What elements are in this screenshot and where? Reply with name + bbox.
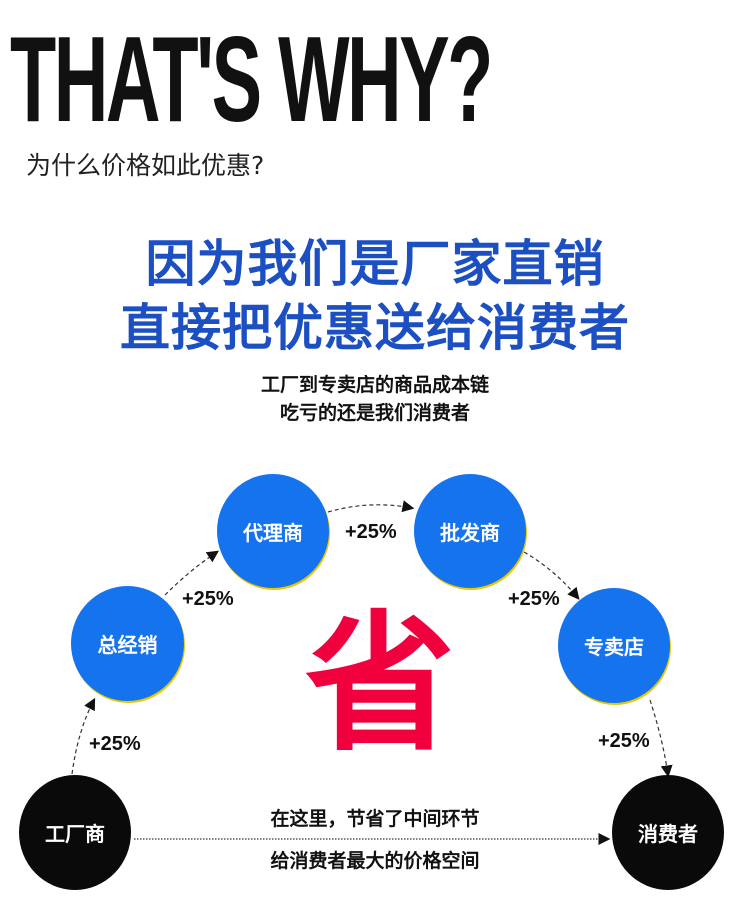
node-consumer: 消费者 — [612, 775, 724, 890]
markup-1: +25% — [89, 733, 141, 755]
markup-5: +25% — [598, 730, 650, 752]
node-store: 专卖店 — [558, 588, 670, 703]
node-factory: 工厂商 — [19, 775, 131, 890]
direct-line1: 在这里，节省了中间环节 — [270, 808, 480, 830]
page-title: THAT'S WHY? — [10, 11, 493, 147]
save-character: 省 — [305, 598, 456, 772]
node-general-distributor: 总经销 — [71, 586, 184, 701]
node-agent: 代理商 — [217, 474, 329, 588]
markup-3: +25% — [345, 521, 397, 543]
headline-line1: 因为我们是厂家直销 — [145, 235, 605, 293]
intro-line1: 工厂到专卖店的商品成本链 — [260, 374, 489, 396]
intro-line2: 吃亏的还是我们消费者 — [279, 402, 470, 424]
subtitle: 为什么价格如此优惠? — [26, 151, 265, 180]
arrow-store-to-consumer — [649, 699, 673, 778]
node-wholesaler: 批发商 — [414, 474, 526, 588]
markup-4: +25% — [508, 588, 560, 610]
headline-line2: 直接把优惠送给消费者 — [120, 299, 630, 357]
direct-line2: 给消费者最大的价格空间 — [270, 850, 480, 872]
arrow-factory-to-distributor — [71, 697, 96, 775]
markup-2: +25% — [182, 588, 234, 610]
arrow-agent-to-wholesaler — [327, 500, 415, 513]
arrow-wholesaler-to-store — [523, 551, 580, 600]
